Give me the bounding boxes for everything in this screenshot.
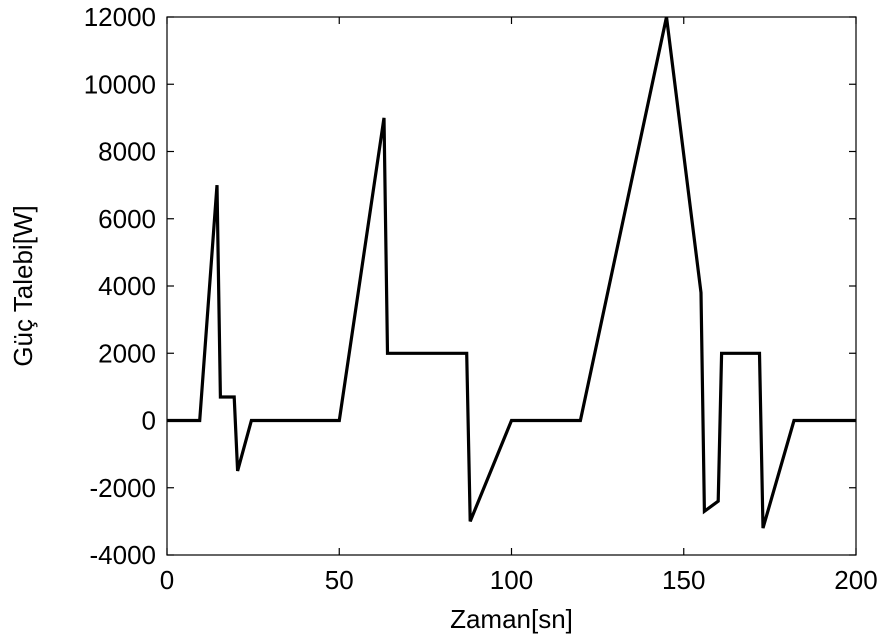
x-axis: 0 50 100 150 200	[160, 17, 878, 595]
series-line	[167, 16, 856, 529]
y-tick-label: 10000	[84, 69, 156, 99]
x-tick-label: 100	[490, 565, 533, 595]
y-tick-label: -2000	[90, 473, 157, 503]
x-axis-title: Zaman[sn]	[450, 604, 573, 634]
x-tick-label: 0	[160, 565, 174, 595]
x-tick-label: 150	[662, 565, 705, 595]
y-axis-title: Güç Talebi[W]	[8, 205, 38, 366]
x-tick-label: 50	[325, 565, 354, 595]
y-axis: -4000 -2000 0 2000 4000 6000 8000 10000 12000	[84, 2, 856, 570]
y-tick-label: 12000	[84, 2, 156, 32]
plot-frame	[166, 16, 857, 556]
y-tick-label: 2000	[98, 338, 156, 368]
y-tick-label: 4000	[98, 271, 156, 301]
y-tick-label: 0	[142, 406, 156, 436]
plot-area	[166, 16, 857, 556]
y-tick-label: -4000	[90, 540, 157, 570]
y-tick-label: 8000	[98, 137, 156, 167]
y-tick-label: 6000	[98, 204, 156, 234]
x-tick-label: 200	[834, 565, 877, 595]
